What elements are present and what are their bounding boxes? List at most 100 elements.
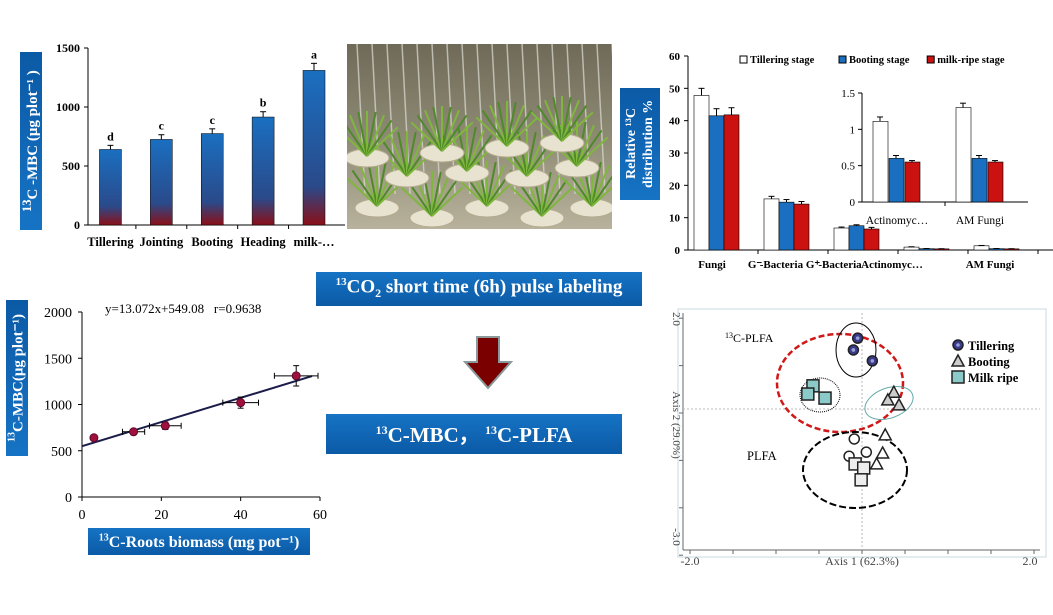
legend-marker-dot (956, 343, 960, 347)
y-tick-label: 0 (74, 218, 80, 232)
regression-line (81, 375, 313, 448)
leaf (381, 139, 408, 177)
leaf (347, 176, 378, 207)
y-tick-label: 20 (669, 180, 681, 192)
inset-bar (971, 158, 988, 203)
legend-marker (950, 353, 966, 367)
bar-Booting-stage (848, 225, 865, 251)
significance-letter: d (107, 129, 114, 143)
legend-label: Booting (968, 355, 1010, 369)
y-tick-label: 30 (669, 148, 681, 160)
x-tick-label: 2.0 (1023, 554, 1038, 568)
data-point (236, 398, 246, 408)
leaf (441, 121, 474, 152)
legend-swatch (838, 55, 847, 64)
leaf (406, 134, 425, 177)
leaf (357, 111, 368, 157)
y-tick-label: 0 (65, 491, 72, 506)
bar-Tillering-stage (833, 227, 850, 251)
y-tick-label: 500 (62, 159, 80, 173)
x-tick-label: Fungi (698, 259, 726, 271)
scatter-xlabel: 13C-Roots biomass (mg pot⁻¹) (88, 528, 310, 555)
mbc-vs-root-biomass-scatter: 0 500 1000 1500 2000 0 20 40 60 (44, 306, 327, 523)
ylabel-line1: Relative ¹³C (624, 108, 639, 180)
leaf (552, 96, 563, 142)
tube (356, 44, 366, 195)
leaf (366, 119, 393, 157)
leaf (366, 126, 399, 157)
bar-milk-ripe-stage (793, 203, 810, 251)
leaf (441, 106, 452, 152)
leaf (359, 164, 378, 207)
inset-y-tick-label: 0.5 (841, 161, 855, 173)
bar-Tillering-stage (693, 95, 710, 251)
y-tick-label: 1500 (44, 352, 72, 367)
x-tick-label: G⁻ (748, 259, 763, 271)
leaf (576, 124, 595, 167)
tube (536, 44, 546, 195)
legend-label: Booting stage (849, 55, 910, 66)
sup: 13 (375, 423, 388, 437)
greenhouse-rice-seedlings-photo (347, 44, 612, 229)
y-tick-label: 1000 (44, 399, 72, 414)
leaf (561, 96, 572, 142)
bar (150, 139, 173, 226)
y-tick-label: 1500 (56, 41, 80, 55)
marker-milk-ripe (856, 461, 871, 475)
leaf (481, 109, 508, 147)
labeled-group-label: 13C-PLFA (725, 331, 774, 345)
leaf (489, 104, 508, 147)
marker-milk-ripe (818, 391, 832, 405)
mbc-stage-bar-chart: 0 500 1000 1500 d Tillering c Jointing c Booting b… (56, 41, 345, 249)
leaf (576, 129, 603, 167)
leaf (431, 174, 450, 217)
bar (200, 133, 224, 226)
leaf (366, 111, 377, 157)
marker-milk-ripe (854, 473, 868, 487)
leaf (367, 161, 378, 207)
text: short time (6h) pulse labeling (381, 276, 623, 298)
significance-letter: c (159, 119, 165, 133)
measurements-banner: 13C-MBC， 13C-PLFA (326, 414, 622, 454)
x-tick-label: 20 (154, 508, 168, 523)
plfa-ellipse (802, 431, 908, 509)
text: C-PLFA (496, 423, 573, 447)
leaf (431, 171, 442, 217)
y-tick-label: 50 (669, 83, 681, 95)
marker-tillering-dot (870, 359, 875, 363)
ylabel-line2: distribution % (641, 99, 656, 189)
leaf (486, 164, 505, 207)
marker-tillering (848, 433, 861, 445)
legend-label: Tillering (968, 339, 1015, 353)
marker-tillering-dot (855, 336, 860, 340)
marker-booting (869, 456, 884, 470)
sup: 13 (484, 423, 497, 437)
x-tick-label: Jointing (139, 235, 184, 249)
y-axis-label: Axis 2 (29.0%) (670, 391, 682, 459)
y-tick-label: 40 (669, 116, 681, 128)
x-tick-label: AM Fungi (966, 259, 1015, 271)
y-tick-label: -3.0 (670, 528, 682, 546)
leaf (561, 104, 588, 142)
leaf (376, 161, 387, 207)
x-tick-label: 40 (234, 508, 248, 523)
leaf (397, 131, 408, 177)
data-point (160, 421, 170, 431)
leaf (591, 186, 612, 207)
x-tick-label: 0 (79, 508, 86, 523)
leaf (466, 134, 493, 172)
leaf (561, 111, 594, 142)
bar (251, 116, 275, 226)
leaf (400, 186, 433, 217)
text: CO (346, 276, 376, 298)
leaf (591, 175, 612, 207)
data-point (291, 371, 301, 381)
leaf (591, 164, 610, 207)
legend-label: Tillering stage (750, 55, 815, 66)
leaf (410, 121, 443, 152)
marker-booting (880, 392, 896, 406)
leaf (526, 146, 559, 177)
inset-y-tick-label: 1.5 (841, 88, 855, 100)
bar-Tillering-stage (903, 246, 920, 251)
